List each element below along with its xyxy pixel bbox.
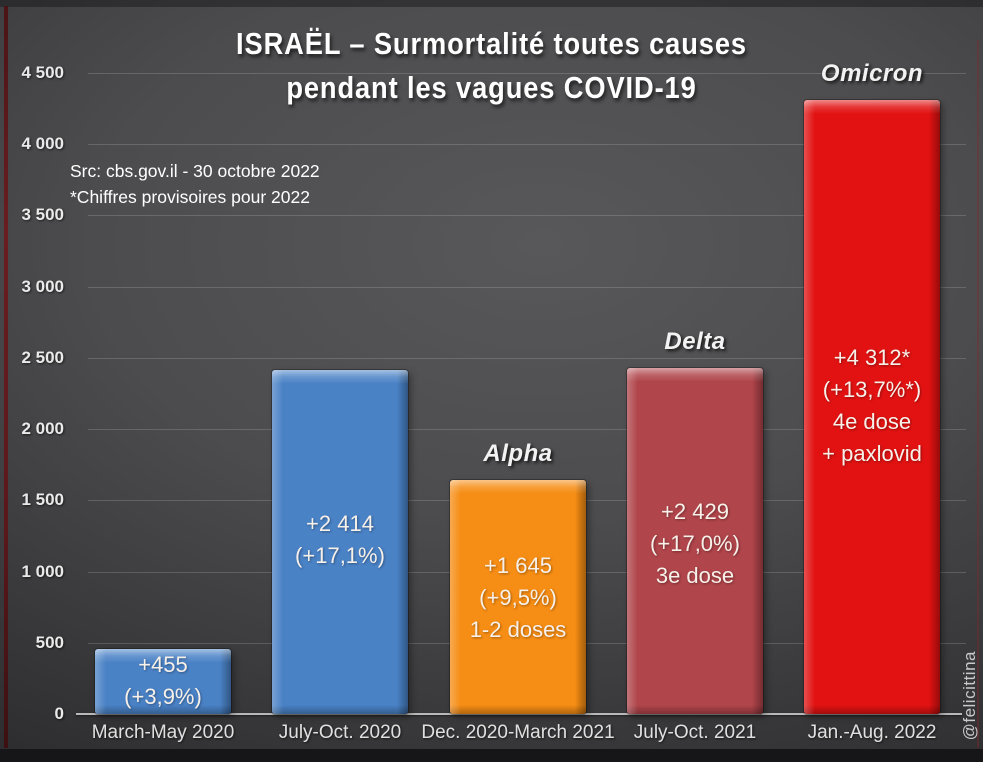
bar-bevel [272,370,408,714]
gridline-3500 [88,215,966,217]
bar-value-line: +2 414 [306,510,374,536]
y-axis-tick-label: 3 000 [21,276,64,296]
bar-value-label: +455 (+3,9%) [95,649,231,713]
y-axis-tick-label: 3 500 [21,205,64,225]
gridline-4500 [88,73,966,74]
bar-value-line: + paxlovid [822,441,922,467]
y-axis-tick-label: 4 500 [21,63,64,82]
bar-bevel [627,368,763,714]
bar-value-line: (+17,1%) [295,542,385,568]
y-axis-tick-label: 1 000 [21,561,64,581]
x-axis-line [76,713,962,715]
chart-title-line2: pendant les vagues COVID-19 [286,70,697,106]
provisional-note: *Chiffres provisoires pour 2022 [70,187,310,208]
y-axis-tick-label: 2 500 [21,347,64,367]
bar-bevel [450,479,586,714]
y-axis-tick-label: 1 500 [21,490,64,510]
bottom-edge-shade [0,749,983,762]
gridline-4000 [88,144,966,146]
chart-title: ISRAËL – Surmortalité toutes causes pend… [59,22,924,110]
x-axis-category-label: Dec. 2020-March 2021 [421,722,615,743]
bar-value-label: +1 645 (+9,5%) 1-2 doses [450,550,586,646]
bar-value-label: +2 414 (+17,1%) [272,508,408,572]
y-axis-tick-label: 2 000 [21,419,64,439]
chart-title-line1: ISRAËL – Surmortalité toutes causes [236,26,747,61]
x-axis-category-label: March-May 2020 [91,722,235,743]
bar-value-line: +4 312* [833,345,911,371]
y-axis-tick-label: 500 [35,632,64,652]
y-axis-tick-label: 4 000 [21,134,64,154]
bar-value-line: +2 429 [661,499,729,524]
bar-5: +4 312* (+13,7%*) 4e dose + paxlovid Omicron [804,60,940,714]
x-axis-category-label: Jan.-Aug. 2022 [807,722,937,743]
wave-label-alpha: Alpha [483,439,553,467]
wave-label-omicron: Omicron [820,59,924,87]
bar-value-label: +2 429 (+17,0%) 3e dose [627,496,763,592]
x-axis-category-label: July-Oct. 2021 [633,722,757,743]
bar-value-line: +1 645 [484,552,552,578]
bar-bevel [804,99,940,714]
bar-value-line: (+13,7%*) [822,377,922,403]
gridline-3000 [88,286,966,288]
source-note: Src: cbs.gov.il - 30 octobre 2022 *Chiff… [70,158,320,211]
watermark-credit: @felicittina [960,650,979,740]
wave-label-delta: Delta [664,328,726,355]
top-edge-shade [0,0,983,7]
left-red-stripe [4,6,8,748]
bar-value-line: 4e dose [832,409,912,435]
source-line: Src: cbs.gov.il - 30 octobre 2022 [70,161,320,181]
bar-value-line: (+17,0%) [650,530,740,556]
bar-value-line: 3e dose [655,562,735,588]
gridline-2500 [88,357,966,359]
bar-2: +2 414 (+17,1%) [272,370,408,714]
right-red-stripe [977,40,979,748]
y-axis-tick-label: 0 [54,704,64,723]
bar-value-line: (+9,5%) [479,584,557,610]
bar-value-line: +455 [138,652,188,678]
bar-value-line: 1-2 doses [469,616,567,642]
gridline-2000 [88,429,966,431]
bar-value-label: +4 312* (+13,7%*) 4e dose + paxlovid [804,342,940,470]
bar-3: +1 645 (+9,5%) 1-2 doses Alpha [450,440,586,714]
bar-value-line: (+3,9%) [124,684,202,710]
bar-bevel [95,649,231,714]
x-axis-category-label: July-Oct. 2020 [278,722,402,743]
bar-1: +455 (+3,9%) [95,649,231,714]
bar-4: +2 429 (+17,0%) 3e dose Delta [627,328,763,714]
